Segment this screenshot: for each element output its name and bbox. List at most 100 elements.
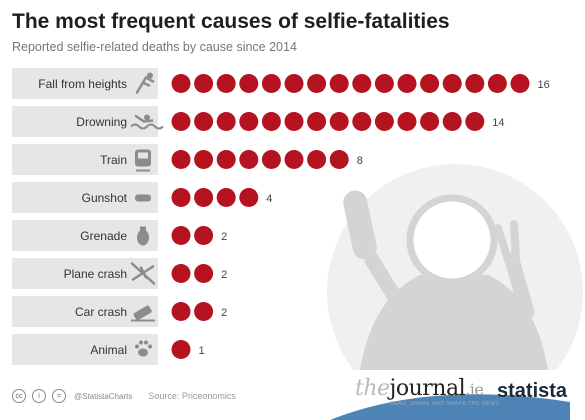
death-dot: [171, 74, 191, 93]
death-dot: [171, 188, 191, 207]
chart-row: Gunshot 4: [12, 182, 272, 213]
death-dot: [194, 302, 214, 321]
chart-row: Fall from heights 16: [12, 68, 550, 99]
train-icon: [135, 149, 151, 172]
death-dot: [239, 74, 259, 93]
death-dot: [261, 74, 281, 93]
death-dot: [465, 112, 485, 131]
row-band: [12, 334, 158, 365]
row-band: [12, 296, 158, 327]
gunshot-icon: [135, 194, 151, 202]
death-dot: [420, 112, 440, 131]
death-dot: [442, 74, 462, 93]
death-dot: [239, 188, 259, 207]
category-label: Gunshot: [82, 191, 128, 205]
row-band: [12, 106, 158, 137]
footer: cc i = @StatistaCharts Source: Priceonom…: [12, 386, 236, 406]
statista-handle: @StatistaCharts: [74, 391, 133, 401]
chart-row: Grenade 2: [12, 220, 227, 251]
death-dot: [194, 264, 214, 283]
value-label: 1: [199, 345, 205, 357]
death-dot: [216, 112, 236, 131]
value-label: 2: [221, 269, 227, 281]
category-label: Train: [100, 153, 127, 167]
death-dot: [239, 150, 259, 169]
source-note: Source: Priceonomics: [148, 391, 236, 401]
death-dot: [510, 74, 530, 93]
value-label: 16: [538, 79, 550, 91]
death-dot: [194, 112, 214, 131]
death-dot: [194, 150, 214, 169]
death-dot: [284, 150, 304, 169]
row-band: [12, 220, 158, 251]
death-dot: [397, 112, 417, 131]
row-band: [12, 68, 158, 99]
death-dot: [171, 112, 191, 131]
category-label: Drowning: [76, 115, 127, 129]
selfie-silhouette-illustration: [327, 164, 583, 370]
death-dot: [194, 188, 214, 207]
category-label: Grenade: [80, 229, 127, 243]
death-dot: [397, 74, 417, 93]
value-label: 4: [266, 193, 272, 205]
category-label: Car crash: [75, 305, 127, 319]
death-dot: [420, 74, 440, 93]
death-dot: [284, 112, 304, 131]
death-dot: [239, 112, 259, 131]
death-dot: [261, 150, 281, 169]
death-dot: [374, 74, 394, 93]
chart-row: Train 8: [12, 144, 363, 175]
death-dot: [216, 188, 236, 207]
paw-print-icon: [135, 340, 152, 357]
death-dot: [171, 302, 191, 321]
statista-logo: statista: [497, 380, 568, 402]
death-dot: [352, 112, 372, 131]
death-dot: [465, 74, 485, 93]
death-dot: [216, 150, 236, 169]
death-dot: [261, 112, 281, 131]
chart-title: The most frequent causes of selfie-fatal…: [12, 10, 450, 33]
death-dot: [374, 112, 394, 131]
death-dot: [284, 74, 304, 93]
death-dot: [352, 74, 372, 93]
value-label: 2: [221, 231, 227, 243]
death-dot: [487, 74, 507, 93]
thejournal-logo: thejournal.ie: [355, 376, 484, 401]
death-dot: [194, 226, 214, 245]
death-dot: [171, 264, 191, 283]
death-dot: [307, 112, 327, 131]
death-dot: [442, 112, 462, 131]
category-label: Animal: [90, 343, 127, 357]
row-band: [12, 182, 158, 213]
value-label: 14: [492, 117, 504, 129]
chart-row: Car crash 2: [12, 296, 227, 327]
brand-swoosh: [330, 394, 570, 420]
chart-row: Animal 1: [12, 334, 205, 365]
chart-row: Drowning 14: [12, 106, 505, 137]
chart-subtitle: Reported selfie-related deaths by cause …: [12, 40, 297, 54]
value-label: 8: [357, 155, 363, 167]
drowning-person-icon: [130, 114, 164, 130]
grenade-icon: [137, 226, 149, 246]
death-dot: [171, 226, 191, 245]
death-dot: [194, 74, 214, 93]
category-label: Plane crash: [64, 267, 127, 281]
no-derivatives-icon: =: [52, 389, 66, 403]
falling-person-icon: [135, 72, 155, 94]
death-dot: [171, 340, 191, 359]
plane-crash-icon: [130, 262, 156, 285]
death-dot: [307, 74, 327, 93]
death-dot: [329, 150, 349, 169]
death-dot: [329, 112, 349, 131]
death-dot: [171, 150, 191, 169]
value-label: 2: [221, 307, 227, 319]
thejournal-tagline: READ, SHARE AND SHAPE THE NEWS: [390, 401, 500, 407]
death-dot: [216, 74, 236, 93]
chart-row: Plane crash 2: [12, 258, 227, 289]
attribution-icon: i: [32, 389, 46, 403]
car-crash-icon: [131, 305, 155, 322]
death-dot: [329, 74, 349, 93]
category-label: Fall from heights: [38, 77, 127, 91]
creative-commons-icon: cc: [12, 389, 26, 403]
